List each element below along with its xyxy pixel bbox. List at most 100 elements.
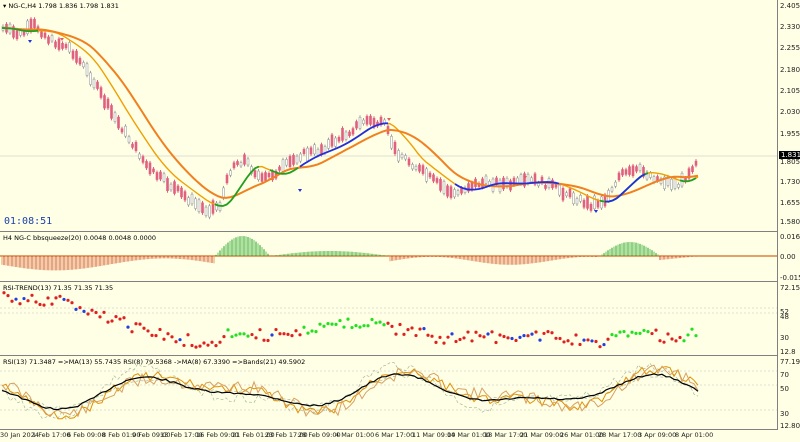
candle-body (176, 185, 180, 192)
rsi-trend-dot (106, 320, 110, 324)
squeeze-indicator-pane[interactable]: H4 NG-C bbsqueeze(20) 0.0048 0.0048 0.00… (0, 232, 778, 282)
trend-up-segment (214, 165, 260, 207)
candle-body (71, 50, 75, 59)
price-axis[interactable]: 2.4052.3302.2552.1802.1052.0301.9551.880… (778, 0, 800, 232)
axis-tick-label: 30 (780, 410, 789, 418)
candle-body (148, 162, 152, 175)
rsi-trend-dot (666, 332, 670, 336)
candle-body (358, 116, 362, 129)
rsi-trend-dot (362, 324, 366, 328)
candle-body (43, 32, 47, 38)
candle-body (211, 200, 215, 214)
rsi-trend-dot (274, 327, 278, 332)
rsi-trend-dot (430, 334, 434, 338)
candle-body (141, 156, 145, 163)
candle-body (642, 166, 645, 177)
axis-tick-label: -0.0155 (780, 274, 800, 282)
dropdown-arrow-icon[interactable]: ▾ (3, 2, 7, 10)
rsi-trend-dot (202, 341, 206, 345)
slow-moving-average (1, 27, 699, 199)
candle-body (169, 183, 173, 191)
axis-tick-label: 0.00 (780, 253, 796, 261)
rsi-trend-dot (266, 338, 270, 343)
candle-body (400, 154, 404, 158)
rsi-trend-dot (406, 328, 410, 332)
axis-tick-label: 70 (780, 371, 789, 379)
time-tick-label: 28 Feb 09:00 (298, 431, 341, 439)
candle-body (302, 149, 306, 154)
rsi-trend-dot (230, 335, 234, 339)
price-chart-canvas[interactable] (0, 0, 778, 232)
time-tick-label: 6 Feb 09:00 (67, 431, 106, 439)
rsi-trend-dot (34, 300, 38, 304)
candle-body (299, 153, 302, 162)
axis-tick-label: 72.15 (780, 284, 800, 292)
rsi-trend-dot (634, 331, 638, 335)
rsi-trend-dot (126, 325, 130, 329)
rsi-trend-dot (534, 330, 538, 334)
trend-down-segment (299, 122, 389, 168)
price-chart-pane[interactable]: ▾ NG-C,H4 1.798 1.836 1.798 1.831 01:08:… (0, 0, 778, 232)
candle-body (257, 170, 260, 181)
rsi-trend-dot (234, 333, 238, 337)
rsi-trend-dot (50, 302, 54, 306)
rsi-trend-dot (10, 299, 14, 303)
candle-body (467, 183, 470, 192)
axis-tick-label: 48 (780, 313, 789, 321)
rsi-pane[interactable]: RSI(13) 71.3487 =>MA(13) 55.7435 RSI(8) … (0, 356, 778, 430)
rsi-trend-dot (494, 340, 498, 345)
candle-body (663, 176, 666, 190)
rsi-trend-dot (650, 331, 654, 336)
candle-body (645, 171, 649, 180)
candle-body (306, 147, 309, 162)
axis-tick-label: 2.180 (780, 66, 800, 74)
rsi-trend-dot (210, 340, 214, 344)
time-tick-label: 18 Mar 17:00 (484, 431, 528, 439)
rsi-trend-dot (90, 308, 94, 312)
candle-body (246, 158, 250, 166)
rsi-lines (0, 362, 777, 420)
rsi-trend-dot (482, 335, 486, 339)
candle-body (40, 31, 43, 38)
rsi-trend-dot (454, 339, 458, 344)
candle-body (113, 112, 117, 122)
candle-body (12, 26, 15, 38)
bar-countdown-timer: 01:08:51 (4, 216, 53, 227)
rsi-trend-dot (122, 316, 126, 320)
candle-body (316, 149, 320, 156)
time-axis[interactable]: 30 Jan 2024 1 Feb 17:00 6 Feb 09:00 8 Feb 0… (0, 430, 800, 442)
candle-body (54, 41, 57, 48)
rsi-trend-dot (398, 322, 402, 327)
candle-body (421, 165, 425, 174)
rsi-header: RSI(13) 71.3487 =>MA(13) 55.7435 RSI(8) … (3, 358, 306, 366)
candle-body (229, 170, 232, 176)
rsi-trend-dot (590, 339, 594, 343)
rsi-trend-dot (318, 322, 322, 326)
rsi-trend-dot (58, 294, 62, 298)
rsi-trend-pane[interactable]: RSI-TREND(13) 71.35 71.35 71.35 (0, 282, 778, 356)
candle-body (190, 193, 194, 205)
rsi-trend-dot (334, 322, 338, 326)
candle-body (243, 154, 246, 165)
candle-body (624, 169, 628, 175)
rsi-trend-dot (246, 334, 250, 338)
candle-body (127, 136, 131, 143)
candle-body (351, 128, 355, 135)
candle-body (397, 150, 400, 162)
rsi-trend-dot (270, 333, 274, 337)
candle-body (288, 156, 292, 168)
rsi-trend-dot (138, 322, 142, 326)
rsi-trend-dot (306, 331, 310, 335)
rsi-trend-dot (674, 339, 678, 343)
candle-body (463, 187, 467, 193)
time-tick-label: 9 Feb 09:00 (132, 431, 171, 439)
time-tick-label: 16 Feb 09:00 (196, 431, 239, 439)
signal-arrow-icon (387, 118, 391, 121)
rsi-trend-dot (614, 334, 618, 338)
rsi-trend-dot (42, 303, 46, 307)
candle-body (677, 184, 680, 188)
rsi-trend-dot (594, 339, 598, 344)
axis-tick-label: 52 (780, 308, 789, 316)
symbol-quote: NG-C,H4 1.798 1.836 1.798 1.831 (8, 2, 119, 10)
candle-body (61, 42, 64, 49)
